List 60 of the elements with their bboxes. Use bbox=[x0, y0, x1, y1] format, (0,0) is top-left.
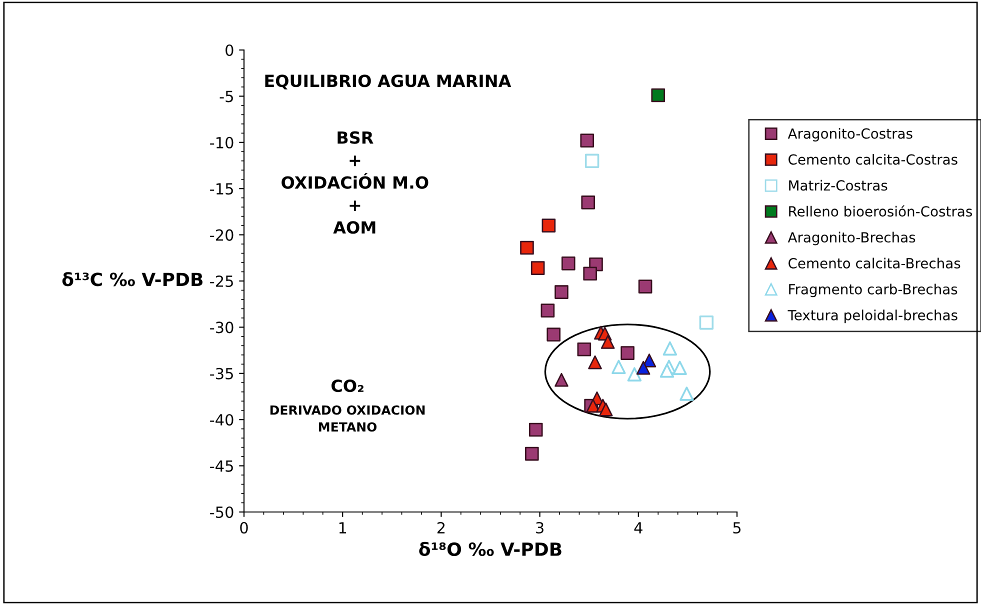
y-tick-label: -5 bbox=[220, 90, 233, 102]
point bbox=[542, 218, 556, 232]
point bbox=[660, 364, 674, 378]
point bbox=[636, 360, 650, 375]
point bbox=[581, 196, 596, 210]
legend-label: Cemento calcita-Brechas bbox=[788, 258, 960, 269]
point bbox=[554, 372, 568, 387]
point bbox=[600, 335, 615, 349]
legend-label: Aragonito-Costras bbox=[788, 128, 912, 142]
x-axis-title: δ¹⁸O ‰ V-PDB bbox=[419, 542, 562, 556]
y-tick-label: -10 bbox=[210, 136, 234, 148]
y-tick-label: -40 bbox=[210, 414, 234, 426]
y-tick-label: -25 bbox=[210, 275, 233, 288]
y-axis-title: δ¹³C ‰ V-PDB bbox=[62, 272, 202, 286]
point bbox=[577, 342, 592, 356]
legend-label: Fragmento carb-Brechas bbox=[789, 284, 958, 298]
point bbox=[554, 285, 568, 299]
point bbox=[584, 154, 600, 168]
legend-label: Aragonito-Brechas bbox=[788, 232, 916, 246]
point bbox=[583, 266, 597, 281]
point bbox=[561, 256, 576, 270]
annotation: CO₂ bbox=[332, 379, 364, 392]
legend-label: Matriz-Costras bbox=[789, 180, 888, 191]
legend-label: Relleno bioerosión-Costras bbox=[789, 205, 972, 217]
point bbox=[638, 280, 652, 294]
y-tick-label: -30 bbox=[210, 322, 234, 334]
y-tick-label: -50 bbox=[210, 506, 234, 518]
point bbox=[620, 346, 634, 360]
point bbox=[612, 360, 626, 374]
point bbox=[651, 88, 666, 102]
annotation: DERIVADO OXIDACION METANO bbox=[270, 405, 425, 432]
point bbox=[580, 134, 594, 148]
legend-label: Cemento calcita-Costras bbox=[788, 154, 958, 165]
x-tick-label: 1 bbox=[339, 522, 346, 534]
x-tick-label: 0 bbox=[240, 522, 248, 534]
x-tick-label: 4 bbox=[634, 522, 642, 534]
y-tick-label: 0 bbox=[226, 44, 234, 56]
point bbox=[662, 341, 678, 356]
point bbox=[680, 386, 694, 401]
point bbox=[528, 422, 543, 437]
y-tick-label: -15 bbox=[210, 183, 233, 195]
point bbox=[588, 355, 602, 370]
y-tick-label: -35 bbox=[210, 368, 233, 380]
legend-label: Textura peloidal-brechas bbox=[788, 310, 958, 324]
point bbox=[530, 261, 545, 275]
point bbox=[598, 402, 613, 416]
y-tick-label: -45 bbox=[210, 460, 233, 472]
point bbox=[546, 328, 561, 342]
point bbox=[540, 304, 555, 318]
point bbox=[525, 446, 539, 461]
x-tick-label: 2 bbox=[437, 522, 445, 534]
annotation: BSR + OXIDACiÓN M.O + AOM bbox=[282, 131, 428, 234]
y-tick-label: -20 bbox=[210, 229, 234, 241]
point bbox=[627, 367, 642, 382]
point bbox=[520, 240, 534, 255]
point bbox=[699, 315, 714, 330]
x-tick-label: 3 bbox=[536, 522, 544, 534]
x-tick-label: 5 bbox=[733, 522, 741, 534]
annotation: EQUILIBRIO AGUA MARINA bbox=[265, 74, 512, 90]
point bbox=[672, 360, 687, 375]
